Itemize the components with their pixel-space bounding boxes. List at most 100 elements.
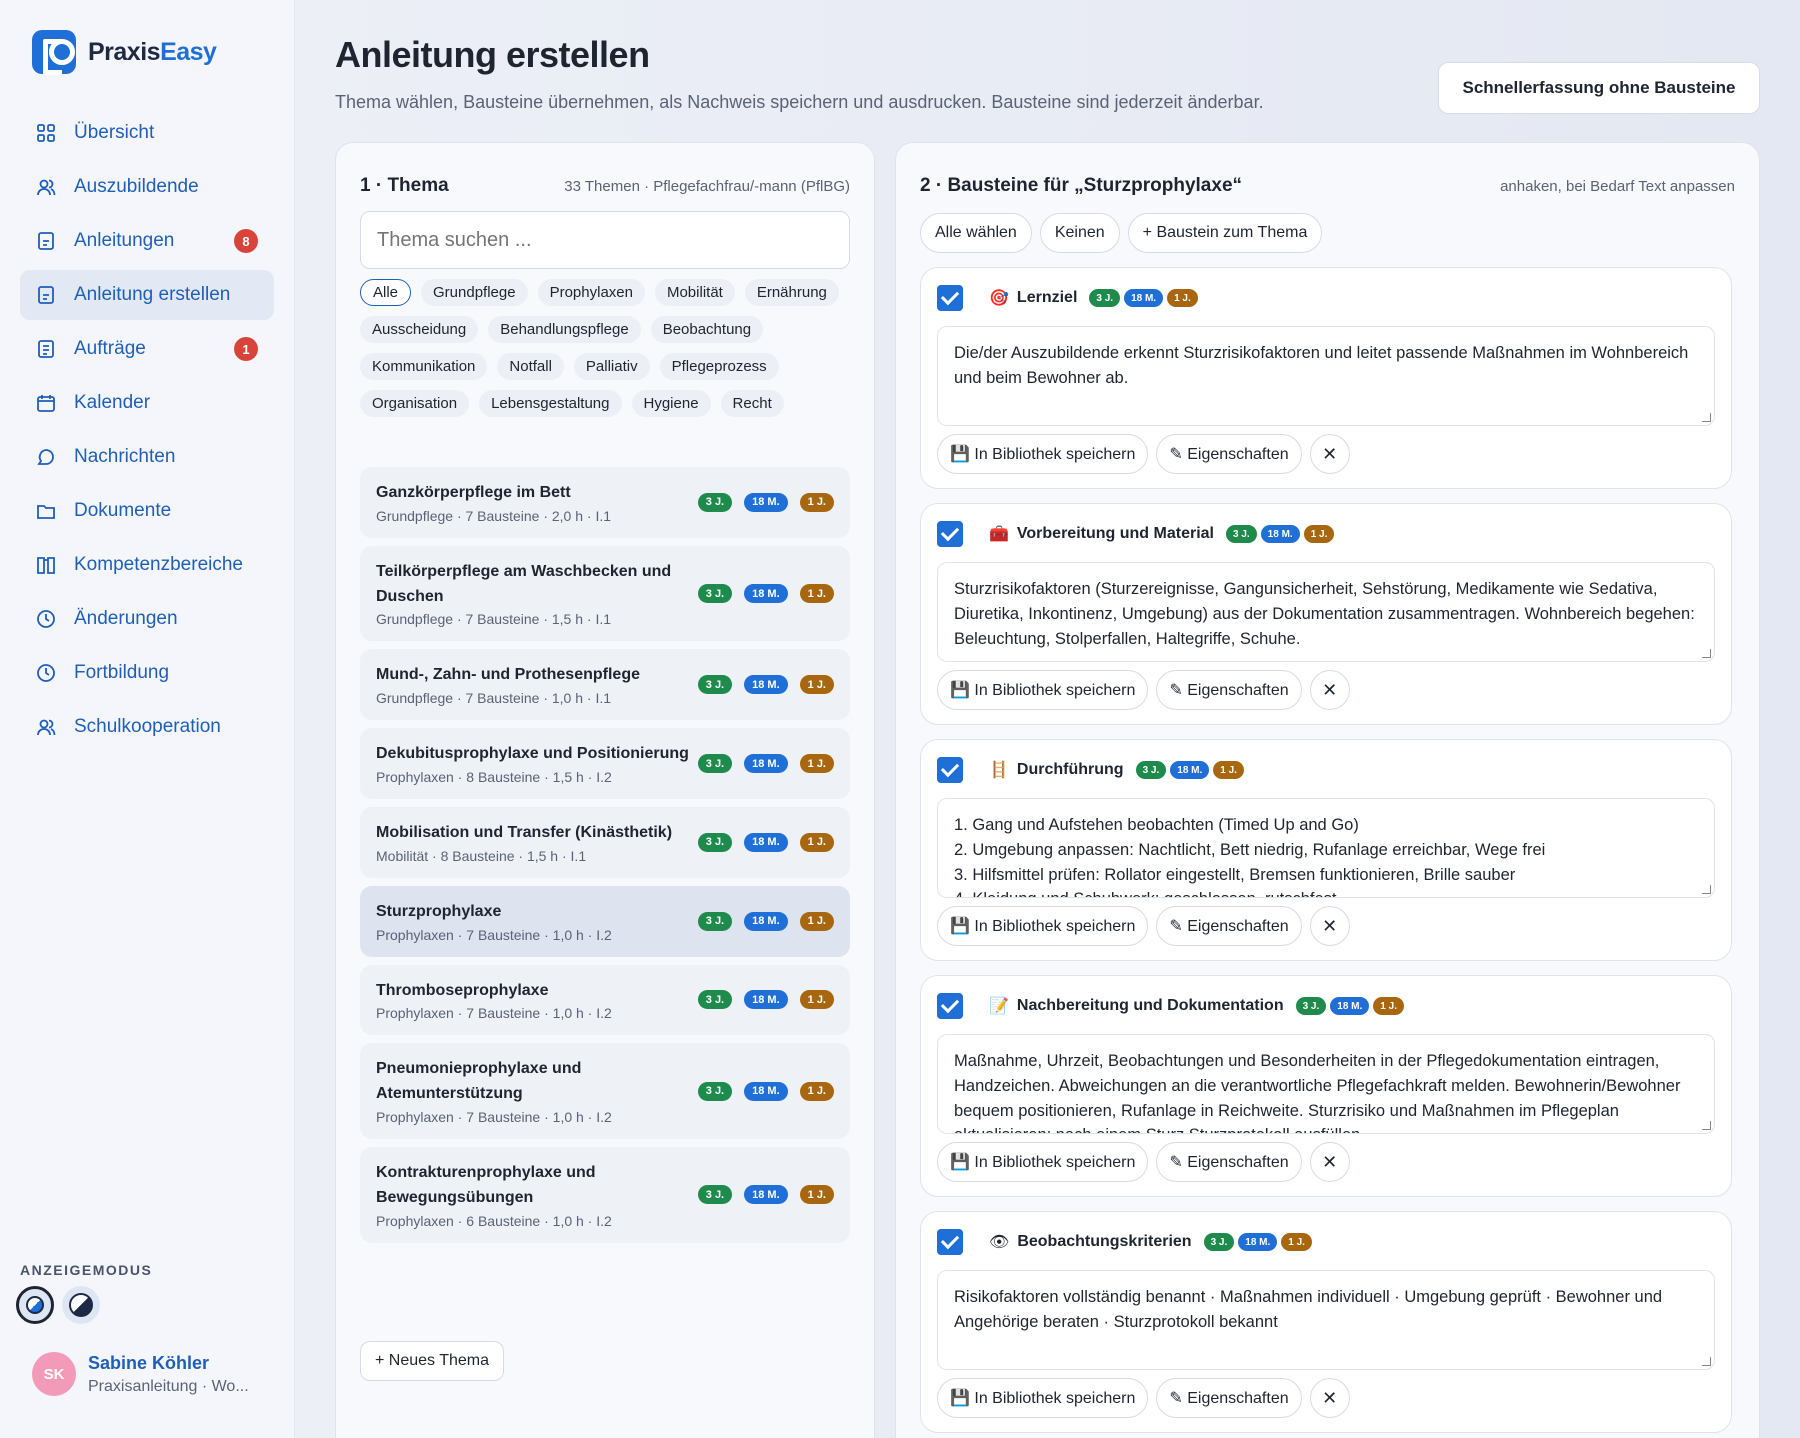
sidebar-item-10[interactable]: Fortbildung xyxy=(20,648,274,698)
topic-item[interactable]: Mobilisation und Transfer (Kinästhetik) M… xyxy=(360,806,850,878)
filter-chip[interactable]: Recht xyxy=(720,390,784,417)
topic-search-input[interactable] xyxy=(360,211,850,269)
block-checkbox[interactable] xyxy=(937,1229,963,1255)
properties-button[interactable]: ✎ Eigenschaften xyxy=(1156,906,1302,946)
filter-chip[interactable]: Notfall xyxy=(497,353,564,380)
filter-chip[interactable]: Kommunikation xyxy=(360,353,488,380)
properties-button[interactable]: ✎ Eigenschaften xyxy=(1156,670,1302,710)
filter-chip[interactable]: Ernährung xyxy=(744,279,839,306)
block-header: 🎯 Lernziel 3 J. 18 M. 1 J. xyxy=(937,282,1715,314)
block-textarea[interactable]: 1. Gang und Aufstehen beobachten (Timed … xyxy=(937,798,1715,898)
duration-tag: 3 J. xyxy=(1135,761,1167,779)
user-profile[interactable]: SK Sabine Köhler Praxisanleitung · Wo... xyxy=(32,1352,249,1396)
quick-entry-button[interactable]: Schnellerfassung ohne Bausteine xyxy=(1438,62,1760,114)
topic-item[interactable]: Ganzkörperpflege im Bett Grundpflege · 7 … xyxy=(360,467,850,538)
topic-item[interactable]: Sturzprophylaxe Prophylaxen · 7 Bausteine… xyxy=(360,885,850,957)
save-to-library-button[interactable]: 💾 In Bibliothek speichern xyxy=(937,1142,1149,1182)
filter-chip[interactable]: Alle xyxy=(360,279,412,306)
save-to-library-button[interactable]: 💾 In Bibliothek speichern xyxy=(937,434,1149,474)
users-icon xyxy=(36,717,56,737)
sidebar-item-label: Kompetenzbereiche xyxy=(74,554,243,575)
sidebar-item-label: Anleitungen xyxy=(74,230,175,251)
filter-chip[interactable]: Grundpflege xyxy=(421,279,528,306)
block-checkbox[interactable] xyxy=(937,521,963,547)
sidebar-item-label: Kalender xyxy=(74,392,151,413)
block-buttons: 💾 In Bibliothek speichern ✎ Eigenschaften… xyxy=(937,434,1350,474)
select-none-button[interactable]: Keinen xyxy=(1039,213,1120,253)
duration-tag: 18 M. xyxy=(744,832,788,852)
topic-item[interactable]: Mund-, Zahn- und Prothesenpflege Grundpfl… xyxy=(360,649,850,721)
remove-block-button[interactable]: ✕ xyxy=(1309,434,1350,474)
sidebar-item-1[interactable]: Auszubildende xyxy=(20,162,274,212)
block-textarea[interactable]: Risikofaktoren vollständig benannt · Maß… xyxy=(937,1270,1715,1370)
duration-tag: 18 M. xyxy=(1238,1233,1278,1251)
sidebar-item-2[interactable]: Anleitungen 8 xyxy=(20,216,274,266)
duration-tag: 1 J. xyxy=(1213,761,1244,779)
duration-tags: 3 J. 18 M. 1 J. xyxy=(697,990,834,1010)
duration-tag: 3 J. xyxy=(697,990,733,1010)
sidebar-item-6[interactable]: Nachrichten xyxy=(20,432,274,482)
block-buttons: 💾 In Bibliothek speichern ✎ Eigenschaften… xyxy=(937,1378,1350,1418)
display-mode-label: ANZEIGEMODUS xyxy=(20,1262,153,1278)
block-checkbox[interactable] xyxy=(937,285,963,311)
book-icon xyxy=(36,555,56,575)
block-checkbox[interactable] xyxy=(937,757,963,783)
block-textarea[interactable]: Maßnahme, Uhrzeit, Beobachtungen und Bes… xyxy=(937,1034,1715,1134)
user-role: Praxisanleitung · Wo... xyxy=(88,1377,249,1395)
topic-item[interactable]: Teilkörperpflege am Waschbecken und Dusc… xyxy=(360,545,850,642)
filter-chip[interactable]: Hygiene xyxy=(631,390,711,417)
remove-block-button[interactable]: ✕ xyxy=(1309,1378,1350,1418)
filter-chip[interactable]: Prophylaxen xyxy=(537,279,645,306)
save-to-library-button[interactable]: 💾 In Bibliothek speichern xyxy=(937,1378,1149,1418)
topic-item[interactable]: Kontrakturenprophylaxe und Bewegungsübun… xyxy=(360,1146,850,1243)
sidebar-item-0[interactable]: Übersicht xyxy=(20,108,274,158)
filter-chip[interactable]: Behandlungspflege xyxy=(488,316,641,343)
blocks-panel: 2 · Bausteine für „Sturzprophylaxe“ anha… xyxy=(895,142,1760,1438)
sidebar-item-7[interactable]: Dokumente xyxy=(20,486,274,536)
topic-item[interactable]: Thromboseprophylaxe Prophylaxen · 7 Baust… xyxy=(360,964,850,1036)
save-to-library-button[interactable]: 💾 In Bibliothek speichern xyxy=(937,670,1149,710)
sidebar-item-9[interactable]: Änderungen xyxy=(20,594,274,644)
topic-panel-title: 1 · Thema xyxy=(360,175,449,196)
filter-chip[interactable]: Mobilität xyxy=(654,279,735,306)
properties-button[interactable]: ✎ Eigenschaften xyxy=(1156,1378,1302,1418)
topic-meta: Grundpflege · 7 Bausteine · 2,0 h · I.1 xyxy=(376,507,612,524)
filter-chip[interactable]: Lebensgestaltung xyxy=(479,390,622,417)
filter-chip[interactable]: Beobachtung xyxy=(650,316,764,343)
select-all-button[interactable]: Alle wählen xyxy=(920,213,1032,253)
block-checkbox[interactable] xyxy=(937,993,963,1019)
duration-tags: 3 J. 18 M. 1 J. xyxy=(697,832,834,852)
filter-chip[interactable]: Ausscheidung xyxy=(360,316,479,343)
filter-chip[interactable]: Pflegeprozess xyxy=(659,353,779,380)
block-title: Durchführung xyxy=(1016,761,1124,778)
block-textarea[interactable]: Sturzrisikofaktoren (Sturzereignisse, Ga… xyxy=(937,562,1715,662)
topic-text: Teilkörperpflege am Waschbecken und Dusc… xyxy=(376,560,698,628)
sidebar-item-11[interactable]: Schulkooperation xyxy=(20,702,274,752)
duration-tags: 3 J. 18 M. 1 J. xyxy=(697,1081,834,1101)
light-mode-button[interactable] xyxy=(16,1286,54,1324)
properties-button[interactable]: ✎ Eigenschaften xyxy=(1156,1142,1302,1182)
add-block-button[interactable]: + Baustein zum Thema xyxy=(1127,213,1323,253)
remove-block-button[interactable]: ✕ xyxy=(1309,1142,1350,1182)
topic-item[interactable]: Dekubitusprophylaxe und Positionierung Pr… xyxy=(360,728,850,799)
remove-block-button[interactable]: ✕ xyxy=(1309,670,1350,710)
sidebar-item-5[interactable]: Kalender xyxy=(20,378,274,428)
filter-chip[interactable]: Palliativ xyxy=(573,353,650,380)
block-emoji-icon: 🪜 xyxy=(989,762,1009,779)
chat-icon xyxy=(36,447,56,467)
save-to-library-button[interactable]: 💾 In Bibliothek speichern xyxy=(937,906,1149,946)
block-textarea[interactable]: Die/der Auszubildende erkennt Sturzrisik… xyxy=(937,326,1715,426)
sidebar-item-8[interactable]: Kompetenzbereiche xyxy=(20,540,274,590)
logo[interactable]: PraxisEasy xyxy=(32,30,217,75)
topic-text: Kontrakturenprophylaxe und Bewegungsübun… xyxy=(376,1161,698,1229)
sidebar-item-4[interactable]: Aufträge 1 xyxy=(20,324,274,374)
topic-item[interactable]: Pneumonieprophylaxe und Atemunterstützun… xyxy=(360,1043,850,1139)
filter-chip[interactable]: Organisation xyxy=(360,390,470,417)
properties-button[interactable]: ✎ Eigenschaften xyxy=(1156,434,1302,474)
dark-mode-button[interactable] xyxy=(62,1286,100,1324)
remove-block-button[interactable]: ✕ xyxy=(1309,906,1350,946)
sidebar-item-3[interactable]: Anleitung erstellen xyxy=(20,270,274,320)
new-topic-button[interactable]: + Neues Thema xyxy=(360,1341,504,1381)
duration-tag: 1 J. xyxy=(799,675,834,695)
duration-tag: 3 J. xyxy=(697,675,733,695)
